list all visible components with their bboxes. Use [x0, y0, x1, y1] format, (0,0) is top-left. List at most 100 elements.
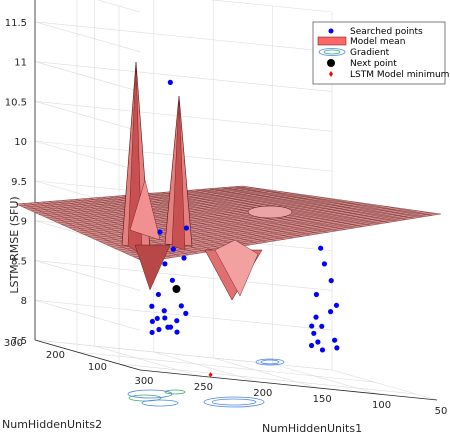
searched-point [321, 261, 328, 267]
legend-box [312, 21, 446, 85]
z-gridline [34, 260, 141, 291]
legend-minimum-label: LSTM Model minimum [350, 70, 449, 80]
mesh-line [135, 194, 302, 237]
x-tick-label: 300 [134, 376, 153, 387]
x-gridline [94, 345, 200, 377]
legend-searched-marker [328, 28, 334, 34]
searched-point [315, 339, 321, 345]
z-gridline [34, 101, 333, 132]
mesh-line [208, 188, 398, 222]
y-gridline [118, 363, 417, 395]
searched-point [167, 324, 174, 330]
mesh-line [202, 189, 389, 223]
z-gridline [34, 299, 333, 331]
mesh-line [122, 208, 406, 252]
mesh-line [133, 211, 424, 258]
z-gridline [34, 21, 141, 53]
searched-point [170, 246, 176, 252]
z-tick-label: 9 [21, 217, 27, 228]
searched-point [178, 303, 184, 309]
mesh-line [107, 205, 383, 246]
z-gridline [34, 299, 141, 331]
mesh-line [228, 186, 424, 217]
y-tick-label: 200 [46, 350, 65, 361]
searched-point [181, 255, 187, 261]
legend-gradient-label: Gradient [350, 48, 390, 58]
surface-dip [134, 244, 171, 291]
legend-model-mean-label: Model mean [350, 37, 405, 47]
searched-point [157, 229, 163, 235]
searched-point [149, 318, 155, 325]
legend-gradient-marker-inner [323, 49, 341, 55]
searched-point [167, 79, 173, 85]
axis-ticks: 7.588.599.51010.51111.512501001502002503… [4, 18, 447, 417]
x-gridline [213, 357, 319, 389]
searched-point [155, 291, 161, 298]
searched-point [319, 323, 325, 329]
legend-next-point-label: Next point [350, 59, 397, 69]
searched-point [154, 315, 160, 322]
z-gridline [34, 61, 141, 92]
mesh-line [114, 207, 395, 249]
y-tick-label: 100 [88, 362, 107, 373]
grid [34, 0, 438, 401]
mesh-line [215, 187, 407, 220]
searched-point [332, 337, 338, 343]
contour-ellipse [211, 398, 257, 406]
searched-point [162, 261, 168, 267]
surface-bump [247, 205, 293, 219]
z-gridline [96, 0, 141, 13]
x-tick-label: 100 [372, 400, 391, 411]
searched-point [311, 330, 317, 336]
mesh-line [110, 206, 389, 247]
z-tick-label: 7.5 [11, 336, 27, 347]
mesh-line [235, 186, 433, 216]
x-tick-label: 250 [194, 382, 213, 393]
searched-point [318, 245, 324, 251]
z-tick-label: 11 [14, 58, 27, 69]
searched-point [149, 303, 155, 309]
x-gridline [272, 363, 378, 395]
z-gridline [34, 140, 141, 172]
legend-minimum-marker [329, 71, 333, 77]
contour-ellipse [141, 399, 179, 407]
next-point-marker [172, 285, 181, 294]
x-axis-label: NumHiddenUnits1 [262, 422, 362, 435]
x-axis-line [139, 369, 438, 401]
z-gridline [34, 101, 141, 132]
contour-ellipse [255, 358, 285, 366]
searched-point [319, 347, 326, 353]
legend-searched-label: Searched points [350, 27, 423, 37]
searched-point [328, 278, 334, 284]
contour-ellipse [164, 389, 186, 395]
mesh-line [137, 212, 430, 259]
z-gridline [34, 21, 333, 53]
mesh-line [141, 213, 436, 261]
searched-point [156, 326, 162, 333]
z-axis-label: LSTM RMSE (SFU) [8, 196, 21, 293]
surface-spike [129, 179, 161, 241]
z-gridline [34, 61, 333, 92]
searched-point [183, 225, 190, 231]
x-gridline [153, 351, 259, 383]
x-tick-label: 150 [313, 394, 332, 405]
mesh-line [222, 187, 415, 219]
y-tick-label: 300 [4, 338, 23, 349]
z-tick-label: 10 [14, 137, 27, 148]
model-minimum-marker [208, 372, 213, 378]
legend-model-mean-patch [317, 36, 347, 46]
mesh-line [195, 189, 381, 225]
contour-ellipse [260, 359, 280, 365]
legend-next-point-marker [327, 59, 335, 67]
y-axis-line [34, 339, 141, 371]
y-axis-label: NumHiddenUnits2 [2, 418, 102, 431]
x-gridline [331, 369, 438, 401]
searched-point [334, 345, 340, 351]
searched-point [313, 314, 319, 320]
surface-spike [171, 95, 186, 251]
y-gridline [34, 339, 333, 371]
z-tick-label: 9.5 [11, 177, 27, 188]
searched-point [149, 329, 155, 336]
gradient-contours [127, 358, 285, 408]
